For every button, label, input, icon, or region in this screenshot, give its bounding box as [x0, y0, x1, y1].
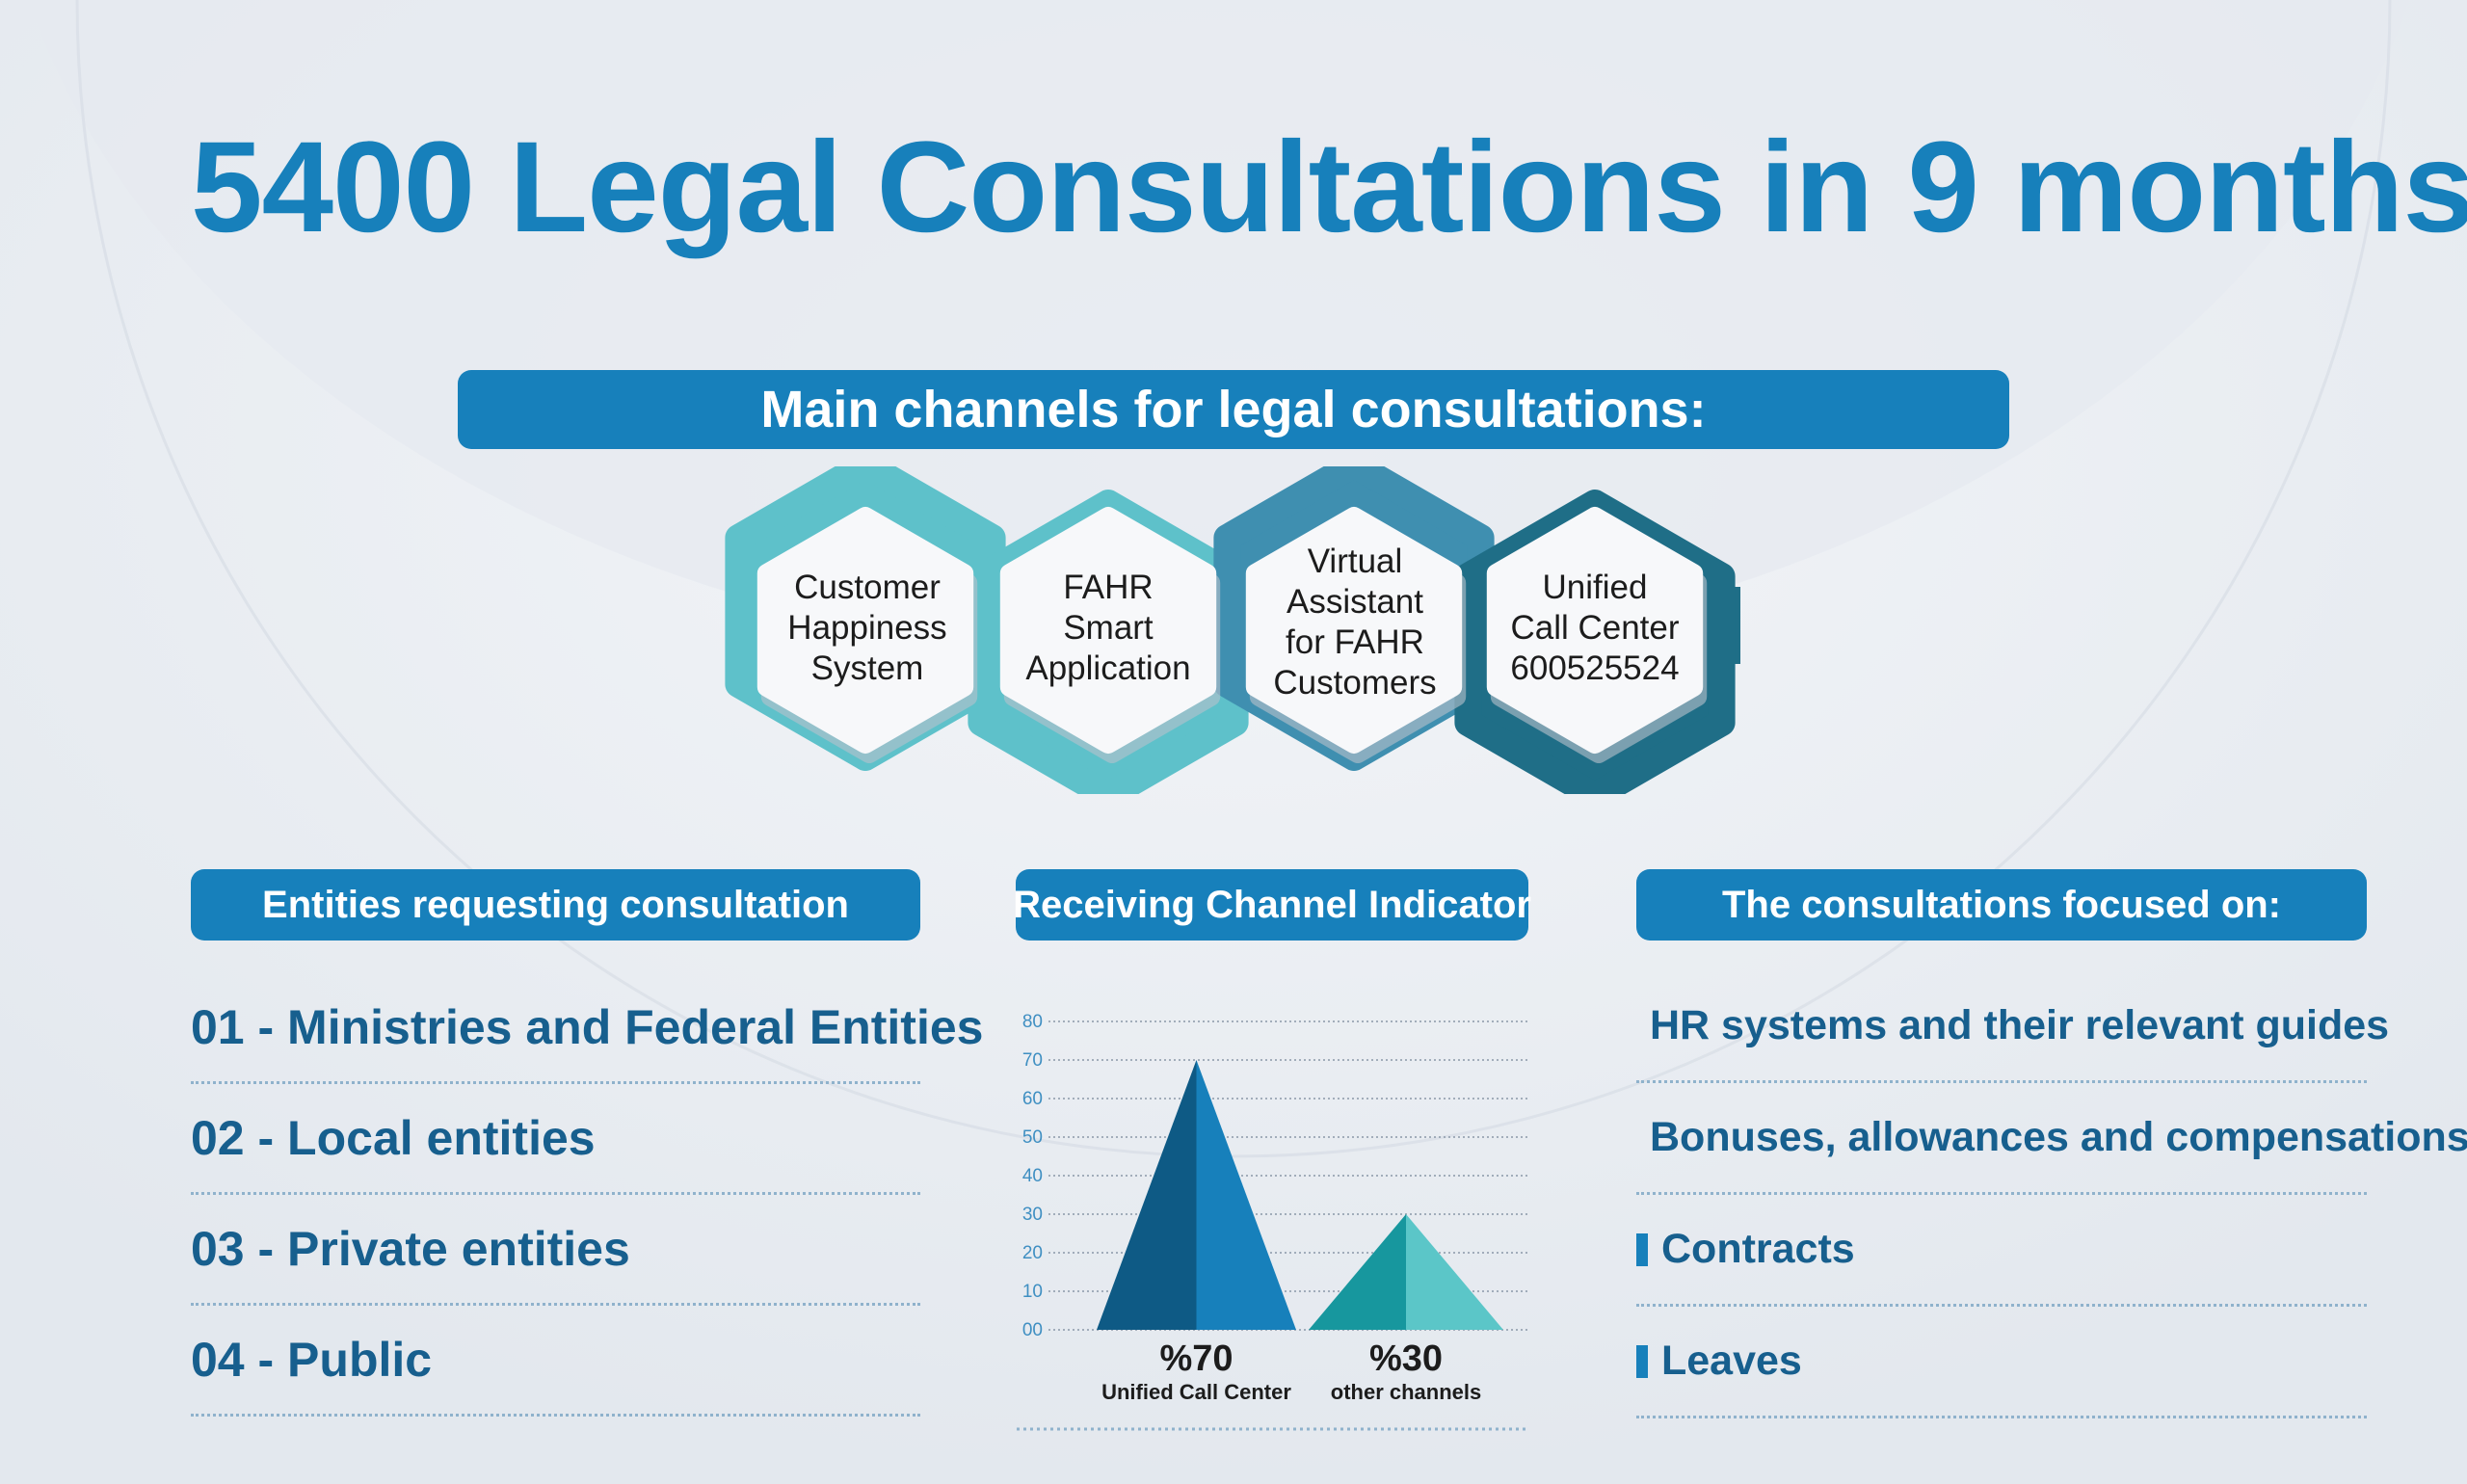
list-item: 03 - Private entities: [191, 1195, 920, 1306]
channels-heading: Main channels for legal consultations:: [458, 370, 2009, 449]
hex-label-line: for FAHR: [1286, 623, 1424, 661]
hex-label-line: Call Center: [1510, 609, 1680, 647]
bar-1-right-face: [1196, 1060, 1296, 1330]
y-tick-label: 20: [1022, 1243, 1043, 1263]
hex-label-line: Customer: [794, 569, 941, 606]
hex-inner-3: [1245, 507, 1463, 754]
list-item: Bonuses, allowances and compensations: [1636, 1083, 2467, 1195]
list-item: Contracts: [1636, 1195, 2367, 1307]
y-tick-label: 60: [1022, 1089, 1043, 1109]
bar-category-label: Unified Call Center: [1101, 1380, 1291, 1404]
y-tick-label: 70: [1022, 1050, 1043, 1071]
bar-2-right-face: [1406, 1214, 1503, 1330]
bar-1-left-face: [1097, 1060, 1197, 1330]
list-item: HR systems and their relevant guides: [1636, 971, 2389, 1083]
hex-label-line: Unified: [1542, 569, 1648, 606]
page-title: 5400 Legal Consultations in 9 months: [191, 116, 2467, 259]
bar-2-left-face: [1309, 1214, 1406, 1330]
hex-label-line: Happiness: [787, 609, 947, 647]
channel-label-customer-happiness: Customer Happiness System: [771, 568, 964, 689]
entities-heading: Entities requesting consultation: [191, 869, 920, 941]
entities-list: 01 - Ministries and Federal Entities 02 …: [191, 973, 983, 1417]
channel-label-virtual-assistant: Virtual Assistant for FAHR Customers: [1259, 542, 1451, 703]
channel-label-fahr-smart-app: FAHR Smart Application: [1012, 568, 1205, 689]
hex-inner-1: [756, 507, 974, 754]
bullet-bar-icon: [1636, 1344, 1648, 1378]
hex-label-line: System: [810, 649, 924, 687]
list-item: 02 - Local entities: [191, 1084, 920, 1195]
y-tick-label: 50: [1022, 1127, 1043, 1148]
hex-label-line: 600525524: [1510, 649, 1680, 687]
y-tick-label: 00: [1022, 1320, 1043, 1340]
y-tick-label: 10: [1022, 1282, 1043, 1302]
list-item: Leaves: [1636, 1307, 2367, 1418]
focus-item-label: Bonuses, allowances and compensations: [1650, 1114, 2467, 1160]
hex-label-line: Assistant: [1287, 583, 1423, 621]
y-tick-label: 40: [1022, 1166, 1043, 1186]
channels-hexagons: [725, 466, 1740, 794]
bullet-bar-icon: [1636, 1232, 1648, 1266]
focus-heading: The consultations focused on:: [1636, 869, 2367, 941]
focus-list: HR systems and their relevant guides Bon…: [1636, 971, 2467, 1418]
hex-label-line: FAHR: [1063, 569, 1154, 606]
hex-label-line: Virtual: [1307, 543, 1403, 580]
hex-label-line: Application: [1025, 649, 1191, 687]
focus-item-label: Contracts: [1661, 1226, 1855, 1272]
hex-inner-2: [999, 507, 1217, 754]
hex-label-line: Customers: [1273, 664, 1437, 702]
y-tick-label: 30: [1022, 1205, 1043, 1225]
hex-inner-4: [1486, 507, 1704, 754]
chart-heading: Receiving Channel Indicator: [1013, 869, 1531, 941]
bar-category-label: other channels: [1331, 1380, 1481, 1404]
bar-value-label: %70: [1159, 1338, 1233, 1379]
y-tick-label: 80: [1022, 1012, 1043, 1032]
focus-item-label: Leaves: [1661, 1338, 1802, 1384]
hex-label-line: Smart: [1063, 609, 1154, 647]
bar-value-label: %30: [1369, 1338, 1443, 1379]
list-item: 01 - Ministries and Federal Entities: [191, 973, 983, 1084]
list-item: 04 - Public: [191, 1306, 920, 1417]
channel-label-unified-call-center: Unified Call Center 600525524: [1499, 568, 1691, 689]
focus-item-label: HR systems and their relevant guides: [1650, 1002, 2390, 1048]
